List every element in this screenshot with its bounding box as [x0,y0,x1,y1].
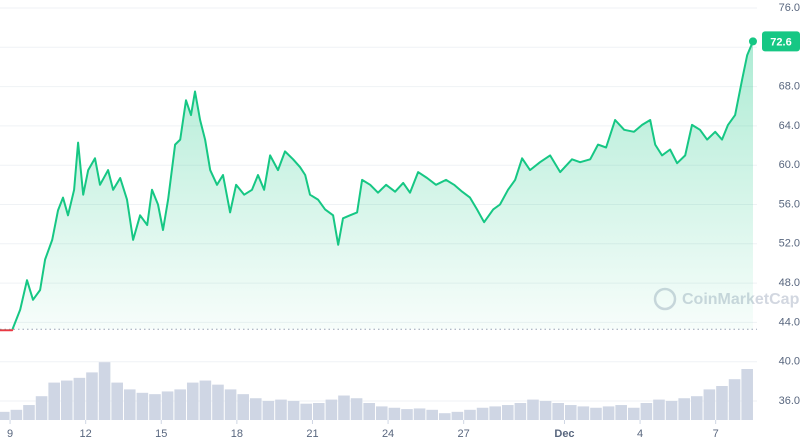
volume-bar [136,392,149,420]
volume-bar [464,409,476,420]
volume [0,362,753,420]
volume-bar [438,413,451,420]
x-tick-label: 9 [7,428,13,440]
volume-bar [388,407,401,420]
volume-bar [350,398,363,420]
volume-bar [249,398,262,420]
volume-bar [174,389,186,420]
volume-bar [23,405,35,420]
x-tick-label: Dec [554,428,574,440]
x-tick-label: 12 [80,428,92,440]
plot [0,37,757,332]
volume-bar [149,394,161,420]
volume-bar [539,400,552,420]
last-point [748,37,757,46]
volume-bar [111,382,123,420]
x-tick-label: 27 [458,428,470,440]
x-tick-label: 24 [382,428,394,440]
volume-bar [728,379,741,420]
volume-bar [35,396,48,420]
volume-bar [401,409,413,420]
y-tick-label: 48.0 [779,277,800,289]
volume-bar [48,382,60,420]
volume-bar [275,399,287,420]
volume-bar [10,409,23,420]
y-tick-label: 52.0 [779,238,800,250]
y-tick-label: 76.0 [779,2,800,14]
volume-bar [527,399,539,420]
volume-bar [312,403,325,420]
volume-bar [665,400,678,420]
volume-bar [602,406,615,420]
volume-bar [703,389,716,420]
volume-bar [98,362,111,420]
volume-bar [60,380,73,420]
volume-bar [161,391,174,420]
y-tick-label: 40.0 [779,356,800,368]
price-badge-label: 72.6 [770,36,791,48]
volume-bar [653,399,665,420]
volume-bar [325,399,338,420]
volume-bar [741,369,753,420]
volume-bar [716,386,728,420]
y-tick-label: 44.0 [779,316,800,328]
volume-bar [86,372,98,420]
y-tick-label: 36.0 [779,395,800,407]
price-badge [762,31,800,52]
volume-bar [199,380,212,420]
y-tick-label: 64.0 [779,120,800,132]
volume-bar [640,403,653,420]
volume-bar [451,411,464,420]
volume-bar [552,403,564,420]
volume-bar [514,403,527,420]
volume-bar [615,405,627,420]
volume-bar [690,396,703,420]
volume-bar [224,389,237,420]
labels: 36.040.044.048.052.056.060.064.068.072.0… [7,2,800,440]
y-tick-label: 60.0 [779,159,800,171]
volume-bar [363,403,375,420]
volume-bar [564,405,577,420]
volume-bar [489,406,501,420]
volume-bar [501,405,514,420]
x-tick-label: 21 [306,428,318,440]
volume-bar [476,407,489,420]
volume-bar [212,384,224,420]
y-tick-label: 56.0 [779,198,800,210]
volume-bar [123,389,136,420]
volume-bar [300,403,312,420]
price-area [12,41,753,330]
volume-bar [375,406,388,420]
volume-bar [590,407,602,420]
volume-bar [262,400,275,420]
volume-bar [338,395,350,420]
volume-bar [0,411,10,420]
x-tick-label: 4 [637,428,643,440]
x-tick-label: 18 [231,428,243,440]
volume-bar [413,408,426,420]
volume-bar [627,407,640,420]
volume-bar [186,382,199,420]
x-tick-label: 7 [713,428,719,440]
volume-bar [678,398,690,420]
volume-bar [73,377,86,420]
y-tick-label: 68.0 [779,80,800,92]
volume-bar [237,394,249,420]
x-tick-label: 15 [155,428,167,440]
price-line [11,41,754,330]
volume-bar [577,406,590,420]
volume-bar [287,400,300,420]
volume-bar [426,409,438,420]
